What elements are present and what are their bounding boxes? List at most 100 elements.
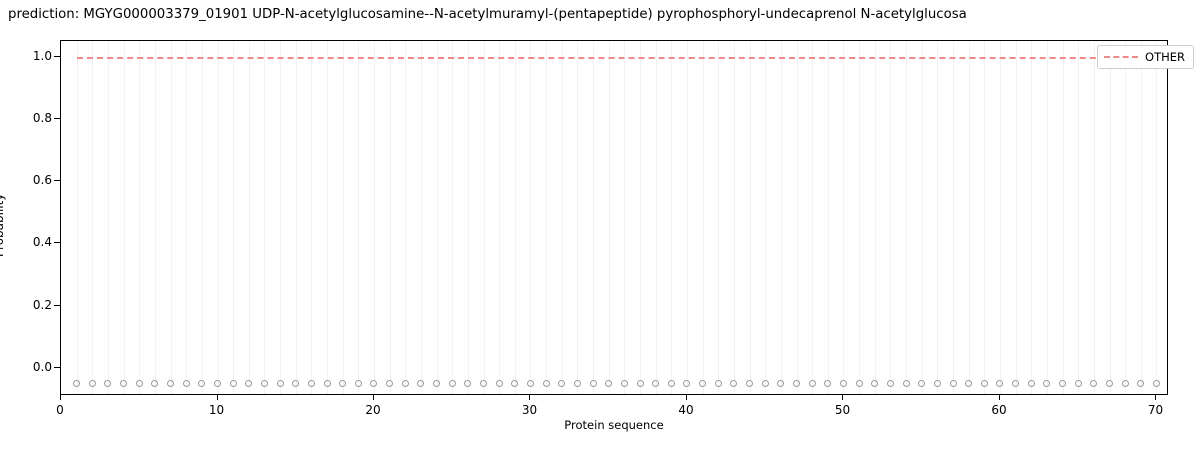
- x-tick: [685, 395, 687, 400]
- residue-marker: [573, 380, 581, 388]
- x-tick-label: 20: [365, 403, 381, 417]
- residue-marker: [370, 380, 378, 388]
- gridline-v: [780, 41, 782, 394]
- x-tick-label: 50: [834, 403, 851, 417]
- gridline-v: [953, 41, 955, 394]
- residue-marker: [354, 380, 362, 388]
- plot-area: MSGKRLMVMAGGTGGHVFPGLAVAHHLMEQGWQVRWLGTA…: [60, 40, 1168, 395]
- gridline-v: [483, 41, 485, 394]
- residue-marker: [1043, 380, 1051, 388]
- gridline-v: [186, 41, 188, 394]
- gridline-v: [389, 41, 391, 394]
- gridline-v: [280, 41, 282, 394]
- gridline-v: [311, 41, 313, 394]
- gridline-v: [874, 41, 876, 394]
- residue-marker: [73, 380, 81, 388]
- gridline-v: [342, 41, 344, 394]
- residue-marker: [1137, 380, 1145, 388]
- gridline-v: [968, 41, 970, 394]
- x-tick: [372, 395, 374, 400]
- y-tick-label: 1.0: [32, 48, 52, 63]
- gridline-v: [467, 41, 469, 394]
- gridline-v: [1109, 41, 1111, 394]
- gridline-v: [248, 41, 250, 394]
- residue-marker: [1027, 380, 1035, 388]
- gridline-v: [624, 41, 626, 394]
- residue-marker: [793, 380, 801, 388]
- y-tick: [54, 366, 60, 368]
- residue-marker: [417, 380, 425, 388]
- residue-marker: [339, 380, 347, 388]
- gridline-v: [76, 41, 78, 394]
- gridline-v: [608, 41, 610, 394]
- gridline-v: [358, 41, 360, 394]
- gridline-v: [640, 41, 642, 394]
- x-axis: 0 10 20 30 40 50 60 70: [56, 395, 1168, 435]
- gridline-v: [154, 41, 156, 394]
- gridline-v: [1031, 41, 1033, 394]
- gridline-v: [107, 41, 109, 394]
- residue-marker: [620, 380, 628, 388]
- residue-marker: [683, 380, 691, 388]
- gridline-v: [702, 41, 704, 394]
- residue-marker: [307, 380, 315, 388]
- gridline-v: [1062, 41, 1064, 394]
- residue-marker: [1059, 380, 1067, 388]
- gridline-v: [452, 41, 454, 394]
- residue-marker: [214, 380, 221, 388]
- gridline-v: [233, 41, 235, 394]
- residue-marker: [1121, 380, 1129, 388]
- residue-marker: [1152, 380, 1160, 388]
- residue-marker: [88, 380, 96, 388]
- residue-marker: [386, 380, 394, 388]
- residue-marker: [918, 380, 926, 388]
- gridline-v: [749, 41, 751, 394]
- gridline-v: [765, 41, 767, 394]
- gridline-v: [843, 41, 845, 394]
- residue-marker: [464, 380, 472, 388]
- gridline-v: [718, 41, 720, 394]
- gridline-v: [733, 41, 735, 394]
- legend-label-other: OTHER: [1145, 50, 1185, 64]
- y-axis: Probability 0.0 0.2 0.4 0.6 0.8 1.0: [0, 40, 60, 395]
- residue-marker: [605, 380, 613, 388]
- residue-marker: [1012, 380, 1020, 388]
- residue-marker: [198, 380, 206, 388]
- gridline-v: [984, 41, 986, 394]
- legend[interactable]: OTHER: [1097, 45, 1194, 69]
- residue-marker: [135, 380, 143, 388]
- residue-marker: [886, 380, 894, 388]
- gridline-v: [593, 41, 595, 394]
- gridline-v: [921, 41, 923, 394]
- gridline-v: [827, 41, 829, 394]
- residue-marker: [1074, 380, 1082, 388]
- gridline-v: [937, 41, 939, 394]
- residue-marker: [839, 380, 847, 388]
- gridline-v: [1093, 41, 1095, 394]
- x-tick-label: 60: [991, 403, 1007, 417]
- residue-marker: [761, 380, 769, 388]
- residue-marker: [1090, 380, 1098, 388]
- gridline-v: [859, 41, 861, 394]
- gridline-v: [1125, 41, 1127, 394]
- gridline-v: [499, 41, 501, 394]
- y-tick-label: 0.8: [32, 110, 52, 125]
- residue-marker: [714, 380, 722, 388]
- residue-marker: [448, 380, 456, 388]
- x-tick-label: 30: [521, 403, 538, 417]
- series-line-other: [76, 56, 1157, 59]
- gridline-v: [890, 41, 892, 394]
- residue-marker: [167, 380, 175, 388]
- x-tick-label: 0: [56, 403, 64, 417]
- gridline-v: [123, 41, 125, 394]
- x-tick-label: 40: [678, 403, 694, 417]
- gridline-v: [201, 41, 203, 394]
- residue-marker: [542, 380, 550, 388]
- gridline-v: [906, 41, 908, 394]
- residue-marker: [292, 380, 300, 388]
- gridline-v: [139, 41, 141, 394]
- x-tick: [998, 395, 1000, 400]
- residue-marker: [808, 380, 816, 388]
- x-tick-label: 10: [208, 403, 225, 417]
